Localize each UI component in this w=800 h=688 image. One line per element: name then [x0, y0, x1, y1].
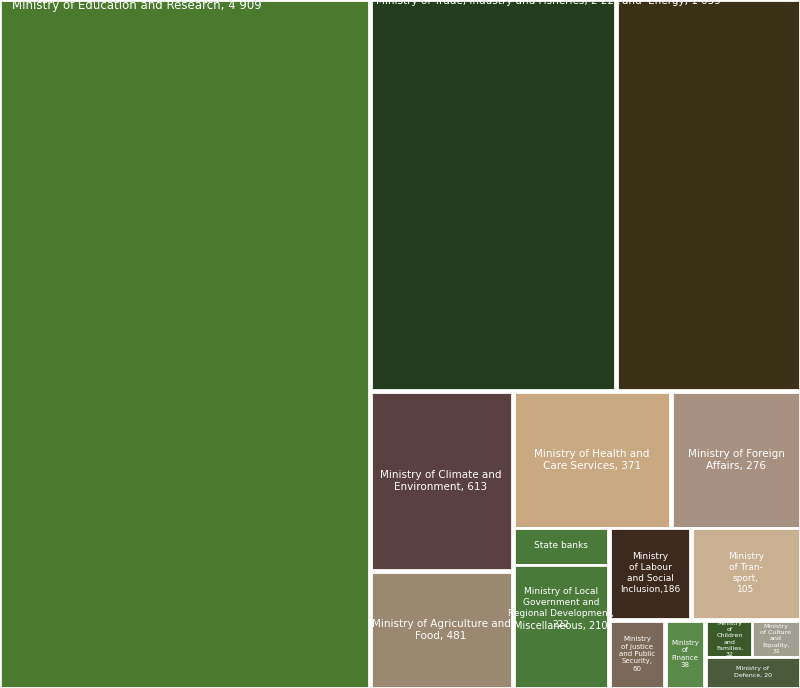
Text: Miscellaneous, 210: Miscellaneous, 210 [514, 621, 608, 631]
Bar [752, 621, 800, 657]
Bar [706, 657, 800, 688]
Bar [514, 565, 608, 688]
Bar [610, 528, 690, 619]
Bar [610, 621, 664, 688]
Text: Ministry
of Justice
and Public
Security,
60: Ministry of Justice and Public Security,… [619, 636, 655, 672]
Text: Ministry of Climate and
Environment, 613: Ministry of Climate and Environment, 613 [380, 470, 502, 492]
Bar [706, 621, 754, 657]
Text: Ministry of
Defence, 20: Ministry of Defence, 20 [734, 667, 772, 678]
Text: Ministry of Health and
Care Services, 371: Ministry of Health and Care Services, 37… [534, 449, 650, 471]
Text: State banks: State banks [534, 541, 588, 550]
Text: Ministry of Agriculture and
Food, 481: Ministry of Agriculture and Food, 481 [371, 619, 510, 641]
Bar [514, 528, 608, 565]
Text: Ministry of Petroleum
and  Energy, 1 039: Ministry of Petroleum and Energy, 1 039 [622, 0, 734, 6]
Bar [666, 621, 704, 688]
Bar [0, 0, 369, 688]
Bar [672, 392, 800, 528]
Text: Ministry
of Labour
and Social
Inclusion,186: Ministry of Labour and Social Inclusion,… [620, 552, 680, 594]
Bar [371, 0, 615, 390]
Text: Ministry
of
Children
and
Families,
32: Ministry of Children and Families, 32 [716, 621, 744, 657]
Bar [514, 392, 670, 528]
Bar [514, 528, 608, 688]
Bar [371, 572, 512, 688]
Text: Ministry
of Tran-
sport,
105: Ministry of Tran- sport, 105 [728, 552, 764, 594]
Bar [692, 528, 800, 619]
Text: Ministry
of
Finance
38: Ministry of Finance 38 [671, 640, 699, 668]
Text: Ministry of Local
Government and
Regional Development,
222: Ministry of Local Government and Regiona… [508, 587, 614, 629]
Bar [371, 392, 512, 570]
Text: Ministry of Trade, Industry and Fisheries, 2 222: Ministry of Trade, Industry and Fisherie… [376, 0, 621, 6]
Text: Ministry of Foreign
Affairs, 276: Ministry of Foreign Affairs, 276 [687, 449, 785, 471]
Text: Ministry of Education and Research, 4 909: Ministry of Education and Research, 4 90… [12, 0, 262, 12]
Text: Ministry
of Culture
and
Equality,
31: Ministry of Culture and Equality, 31 [761, 624, 791, 654]
Bar [617, 0, 800, 390]
